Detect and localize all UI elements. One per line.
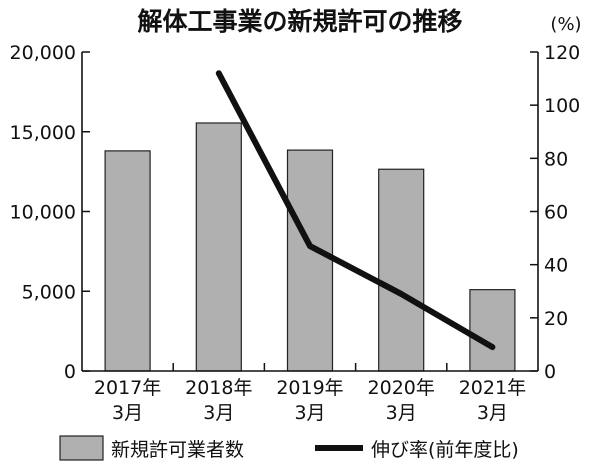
left-tick-label-1: 5,000 <box>22 281 76 303</box>
left-tick-label-0: 0 <box>64 361 76 383</box>
bar-5 <box>469 289 516 372</box>
right-tick-label-3: 60 <box>544 202 568 224</box>
x-label-1-year: 2017年 <box>94 377 161 399</box>
right-tick-label-5: 100 <box>544 95 580 117</box>
bar-1 <box>104 150 151 372</box>
x-label-2-year: 2018年 <box>185 377 252 399</box>
x-label-3-year: 2019年 <box>276 377 343 399</box>
legend: 新規許可業者数 伸び率(前年度比) <box>59 435 519 461</box>
x-label-4-month: 3月 <box>386 402 417 424</box>
growth-rate-line <box>215 70 496 351</box>
right-tick-label-1: 20 <box>544 308 568 330</box>
right-axis-unit: (%) <box>550 14 581 35</box>
left-tick-label-3: 15,000 <box>10 122 76 144</box>
left-tick-label-4: 20,000 <box>10 42 76 64</box>
left-tick-label-2: 10,000 <box>10 202 76 224</box>
right-tick-label-0: 0 <box>544 361 556 383</box>
x-label-3-month: 3月 <box>294 402 325 424</box>
legend-bar-swatch <box>59 435 104 461</box>
bar-2 <box>195 122 242 372</box>
chart-title: 解体工事業の新規許可の推移 <box>137 7 462 36</box>
x-label-1-month: 3月 <box>112 402 143 424</box>
bar-3 <box>286 149 334 372</box>
x-label-5-month: 3月 <box>477 402 508 424</box>
x-label-5-year: 2021年 <box>459 377 526 399</box>
x-label-2-month: 3月 <box>203 402 234 424</box>
legend-bar-label: 新規許可業者数 <box>111 439 244 461</box>
right-tick-label-2: 40 <box>544 255 568 277</box>
bar-4 <box>378 168 425 372</box>
plot-area: 0 5,000 10,000 15,000 20,000 0 20 40 60 80 100 120 2… <box>10 42 581 424</box>
legend-line-label: 伸び率(前年度比) <box>371 439 519 461</box>
right-tick-label-4: 80 <box>544 148 568 170</box>
x-label-4-year: 2020年 <box>368 377 435 399</box>
right-tick-label-6: 120 <box>544 42 580 64</box>
